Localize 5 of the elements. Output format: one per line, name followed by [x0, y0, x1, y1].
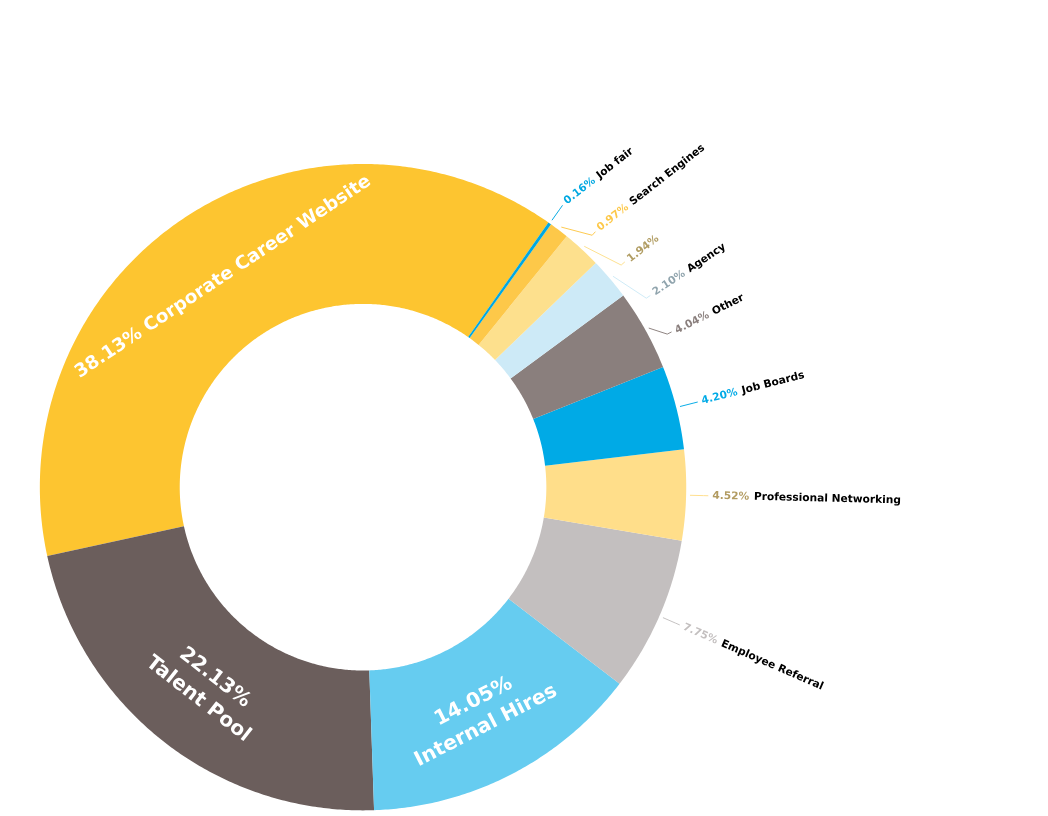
slice-label: Professional Networking	[754, 491, 901, 506]
data-label: 4.52%	[712, 491, 749, 500]
data-label: 4.20%	[702, 387, 738, 403]
slice-label: Job fair	[595, 147, 632, 181]
slice-label: Job Boards	[741, 371, 805, 396]
